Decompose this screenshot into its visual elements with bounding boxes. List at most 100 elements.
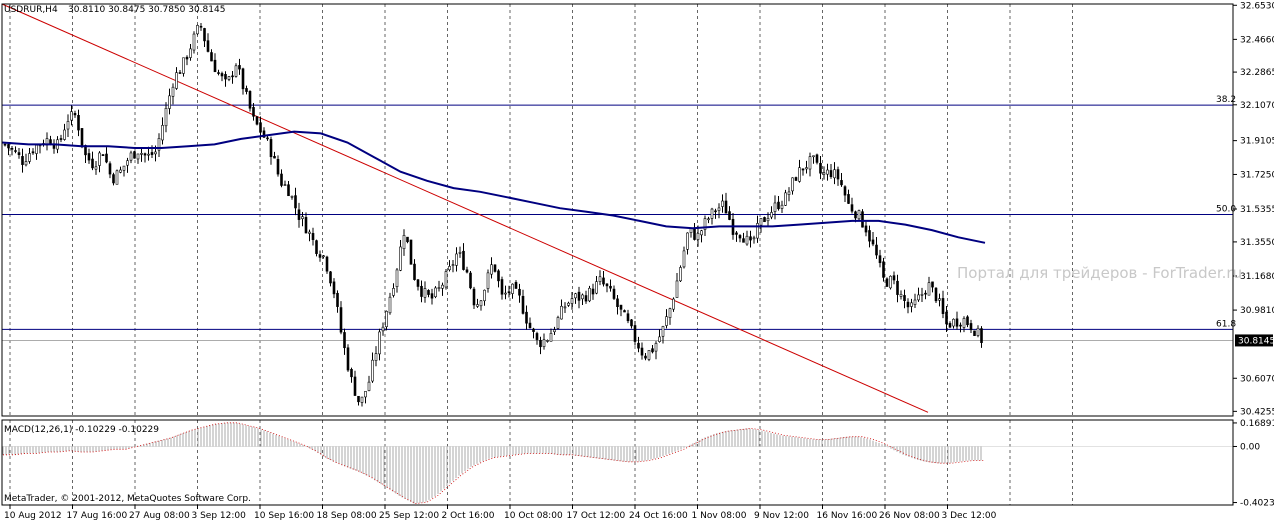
candle-body bbox=[973, 330, 976, 336]
candles bbox=[3, 22, 983, 407]
time-tick-label: 3 Sep 12:00 bbox=[192, 511, 247, 521]
candle-body bbox=[213, 59, 217, 73]
candle-body bbox=[798, 167, 801, 182]
candle-body bbox=[147, 153, 150, 156]
candle-body bbox=[311, 233, 315, 240]
candle-body bbox=[955, 318, 959, 327]
candle-body bbox=[577, 291, 581, 301]
candle-body bbox=[493, 264, 497, 272]
candle-body bbox=[819, 162, 822, 174]
candle-body bbox=[553, 329, 556, 333]
candle-body bbox=[626, 313, 630, 322]
candle-body bbox=[588, 287, 591, 302]
candle-body bbox=[847, 194, 850, 204]
candle-body bbox=[24, 161, 28, 166]
candle-body bbox=[602, 277, 605, 285]
candle-body bbox=[504, 292, 507, 295]
candle-body bbox=[371, 359, 374, 382]
candle-body bbox=[441, 284, 444, 289]
candle-body bbox=[73, 113, 77, 116]
candle-body bbox=[399, 246, 402, 271]
candle-body bbox=[430, 293, 434, 299]
candle-body bbox=[472, 288, 476, 306]
candle-body bbox=[325, 256, 329, 272]
candle-body bbox=[917, 294, 920, 301]
candle-body bbox=[700, 230, 703, 236]
symbol-header: USDRUR,H4 bbox=[4, 5, 58, 15]
candle-body bbox=[136, 153, 140, 160]
candle-body bbox=[752, 237, 756, 240]
candle-body bbox=[343, 332, 346, 349]
candle-body bbox=[301, 216, 304, 220]
candle-body bbox=[829, 170, 833, 178]
time-tick-label: 3 Dec 12:00 bbox=[942, 511, 997, 521]
candle-body bbox=[546, 340, 549, 342]
candle-body bbox=[294, 195, 297, 209]
candle-body bbox=[336, 292, 339, 307]
candle-body bbox=[105, 153, 108, 163]
candle-body bbox=[507, 291, 511, 294]
candle-body bbox=[969, 323, 973, 331]
trendline[interactable] bbox=[1, 3, 929, 413]
time-tick-label: 25 Sep 12:00 bbox=[379, 511, 439, 521]
grid bbox=[9, 4, 1073, 505]
candle-body bbox=[609, 285, 612, 289]
macd-tick-label: 0.00 bbox=[1240, 442, 1260, 452]
candle-body bbox=[497, 270, 500, 282]
candle-body bbox=[378, 331, 381, 355]
candle-body bbox=[976, 327, 980, 336]
candle-body bbox=[392, 288, 395, 296]
candle-body bbox=[549, 333, 553, 342]
candle-body bbox=[395, 269, 399, 287]
candle-body bbox=[945, 311, 948, 325]
candle-body bbox=[385, 310, 388, 328]
time-tick-label: 1 Nov 08:00 bbox=[692, 511, 747, 521]
candle-body bbox=[224, 74, 227, 80]
candle-body bbox=[896, 280, 899, 295]
candle-body bbox=[332, 281, 336, 295]
ohlc-header: 30.8110 30.8475 30.7850 30.8145 bbox=[68, 5, 225, 15]
candle-body bbox=[94, 166, 98, 170]
candle-body bbox=[864, 225, 868, 233]
candle-body bbox=[178, 72, 182, 74]
fib-label-38.2: 38.2 bbox=[1216, 95, 1236, 105]
candle-body bbox=[119, 169, 122, 173]
candle-body bbox=[927, 282, 931, 296]
candle-body bbox=[70, 111, 73, 121]
candle-body bbox=[710, 208, 714, 219]
candle-body bbox=[444, 271, 448, 288]
price-tick-label: 30.6070 bbox=[1240, 374, 1274, 384]
candle-body bbox=[815, 154, 819, 163]
candle-body bbox=[150, 152, 154, 155]
time-tick-label: 26 Nov 08:00 bbox=[879, 511, 940, 521]
candle-body bbox=[861, 211, 864, 228]
candle-body bbox=[360, 396, 364, 403]
candle-body bbox=[773, 202, 777, 212]
candle-body bbox=[143, 153, 147, 156]
candle-body bbox=[17, 152, 21, 156]
fib-label-61.8: 61.8 bbox=[1216, 319, 1236, 329]
candle-body bbox=[21, 156, 24, 165]
moving-average-line bbox=[1, 130, 986, 244]
candle-body bbox=[693, 228, 696, 240]
candle-body bbox=[777, 201, 780, 210]
candle-body bbox=[203, 28, 206, 42]
candle-body bbox=[458, 251, 462, 254]
price-tick-label: 31.3550 bbox=[1240, 238, 1274, 248]
candle-body bbox=[35, 144, 38, 154]
candle-body bbox=[500, 279, 504, 295]
candle-body bbox=[759, 218, 763, 226]
candle-body bbox=[185, 56, 189, 60]
candle-body bbox=[913, 299, 917, 305]
candle-body bbox=[794, 177, 798, 181]
candle-body bbox=[822, 172, 826, 175]
candle-body bbox=[780, 204, 784, 209]
candle-body bbox=[686, 232, 689, 250]
candle-body bbox=[840, 180, 843, 186]
candle-body bbox=[287, 184, 290, 197]
candle-body bbox=[560, 305, 563, 320]
candle-body bbox=[952, 318, 955, 327]
candle-body bbox=[465, 269, 469, 273]
candle-body bbox=[892, 275, 896, 281]
